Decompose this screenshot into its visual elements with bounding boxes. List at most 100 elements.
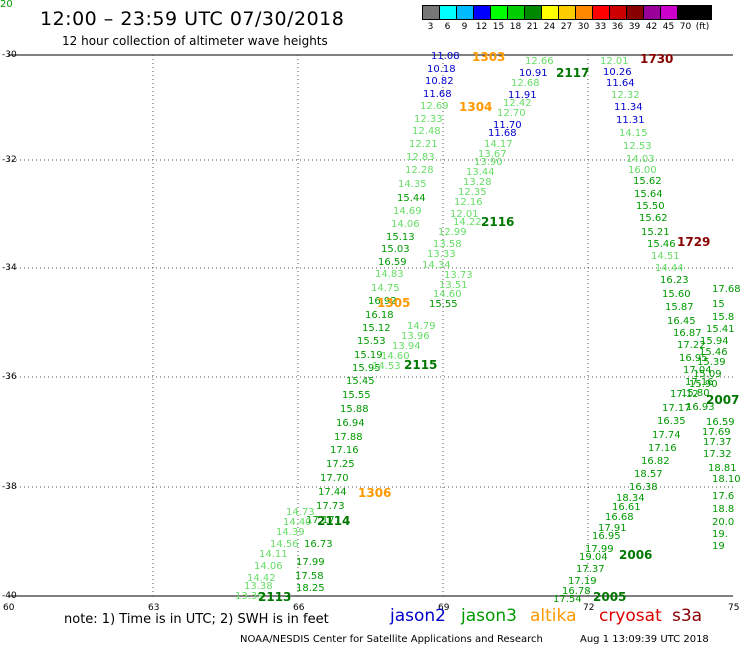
scale-label: 24 — [543, 22, 556, 32]
swh-observation: 12.33 — [414, 114, 443, 125]
swh-observation: 12.83 — [406, 152, 435, 163]
pass-number-label: 1303 — [472, 50, 506, 64]
pass-number-label: 2113 — [258, 590, 292, 604]
swh-observation: 15.64 — [634, 189, 663, 200]
swh-observation: 15.03 — [381, 244, 410, 255]
swh-observation: 13.51 — [439, 280, 468, 291]
lat-label: -32 — [2, 155, 17, 165]
swh-observation: 17.91 — [598, 523, 627, 534]
page-title: 12:00 – 23:59 UTC 07/30/2018 — [40, 8, 345, 30]
swh-observation: 16.45 — [667, 316, 696, 327]
swh-observation: 15.90 — [689, 379, 718, 390]
swh-observation: 13.94 — [392, 341, 421, 352]
scale-label: 45 — [662, 22, 675, 32]
scale-label: 12 — [475, 22, 488, 32]
swh-observation: 14.44 — [655, 263, 684, 274]
swh-observation: 15.19 — [354, 350, 383, 361]
legend-cryosat: cryosat — [599, 606, 662, 626]
lon-label: 75 — [728, 603, 740, 613]
swh-observation: 14.60 — [433, 289, 462, 300]
swh-observation: 17.73 — [316, 501, 345, 512]
swh-observation: 19 — [712, 541, 725, 552]
swh-observation: 16.87 — [673, 328, 702, 339]
swh-observation: 12.21 — [409, 139, 438, 150]
pass-number-label: 1730 — [640, 52, 674, 66]
swh-observation: 15.39 — [697, 357, 726, 368]
swh-observation: 15.62 — [633, 176, 662, 187]
swh-observation: 15.50 — [636, 201, 665, 212]
swh-observation: 14.60 — [381, 351, 410, 362]
swh-observation: 17.74 — [652, 430, 681, 441]
pass-number-label: 1305 — [377, 296, 411, 310]
swh-observation: 12.32 — [611, 90, 640, 101]
swh-observation: 19.04 — [579, 552, 608, 563]
swh-observation: 16.68 — [605, 512, 634, 523]
swh-observation: 12.99 — [438, 227, 467, 238]
swh-observation: 13.96 — [401, 331, 430, 342]
swh-observation: 15.09 — [693, 369, 722, 380]
pass-number-label: 2007 — [706, 393, 740, 407]
swh-observation: 17.12 — [670, 389, 699, 400]
pass-number-label: 2115 — [404, 358, 438, 372]
swh-observation: 11.70 — [493, 120, 522, 131]
footer-note: note: 1) Time is in UTC; 2) SWH is in fe… — [64, 612, 329, 627]
swh-observation: 15.53 — [357, 336, 386, 347]
swh-observation: 15.87 — [665, 302, 694, 313]
pass-number-label: 2005 — [593, 590, 627, 604]
scale-labels: 3 6 9 12 15 18 21 24 27 30 33 36 39 42 45 70 (ft) — [422, 22, 711, 32]
swh-observation: 12.16 — [454, 197, 483, 208]
swh-observation: 11.31 — [616, 115, 645, 126]
scale-label: 18 — [509, 22, 522, 32]
swh-observation: 15.21 — [641, 227, 670, 238]
swh-observation: 14.75 — [371, 283, 400, 294]
lon-label: 63 — [148, 603, 160, 613]
swh-observation: 16.18 — [365, 310, 394, 321]
swh-observation: 18.57 — [634, 469, 663, 480]
legend-jason3: jason3 — [461, 606, 517, 626]
swh-observation: 13.90 — [474, 157, 503, 168]
swh-observation: 14.40 — [283, 517, 312, 528]
legend-altika: altika — [530, 606, 577, 626]
lon-label: 60 — [3, 603, 15, 613]
pass-number-label: 2114 — [317, 514, 351, 528]
pass-number-label: 1304 — [459, 100, 493, 114]
swh-observation: 12.53 — [623, 141, 652, 152]
swh-observation: 10.18 — [427, 64, 456, 75]
swh-observation: 14.56 — [270, 539, 299, 550]
scale-swatch — [694, 5, 712, 20]
swh-observation: 18.81 — [708, 463, 737, 474]
swh-observation: 14.06 — [391, 219, 420, 230]
swh-observation: 14.34 — [422, 260, 451, 271]
swh-observation: 17.88 — [334, 432, 363, 443]
lat-label: -34 — [2, 263, 17, 273]
swh-observation: 14.35 — [398, 179, 427, 190]
swh-observation: 17.16 — [648, 443, 677, 454]
swh-observation: 17.25 — [326, 459, 355, 470]
swh-observation: 17.19 — [568, 576, 597, 587]
swh-observation: 14.79 — [407, 321, 436, 332]
swh-observation: 14.17 — [484, 139, 513, 150]
swh-observation: 15.46 — [647, 239, 676, 250]
swh-observation: 15.94 — [700, 336, 729, 347]
swh-observation: 16.35 — [657, 416, 686, 427]
swh-observation: 17.44 — [318, 487, 347, 498]
pass-number-label: 2116 — [481, 215, 515, 229]
pass-number-label: 1306 — [358, 486, 392, 500]
swh-observation: 15 — [712, 299, 725, 310]
swh-observation: 20 — [0, 0, 13, 10]
swh-observation: 16.23 — [660, 275, 689, 286]
swh-observation: 20.0 — [712, 517, 735, 528]
swh-observation: 17.22 — [677, 340, 706, 351]
swh-observation: 17.37 — [576, 564, 605, 575]
page-subtitle: 12 hour collection of altimeter wave hei… — [62, 34, 328, 48]
swh-observation: 14.51 — [651, 251, 680, 262]
swh-observation: 15.13 — [386, 232, 415, 243]
swh-observation: 15.80 — [681, 388, 710, 399]
swh-observation: 15.55 — [342, 390, 371, 401]
swh-observation: 14.42 — [247, 573, 276, 584]
swh-observation: 12.42 — [503, 98, 532, 109]
swh-observation: 12.66 — [525, 56, 554, 67]
swh-observation: 17.16 — [330, 445, 359, 456]
swh-observation: 12.01 — [600, 56, 629, 67]
swh-observation: 13.39 — [235, 591, 264, 602]
